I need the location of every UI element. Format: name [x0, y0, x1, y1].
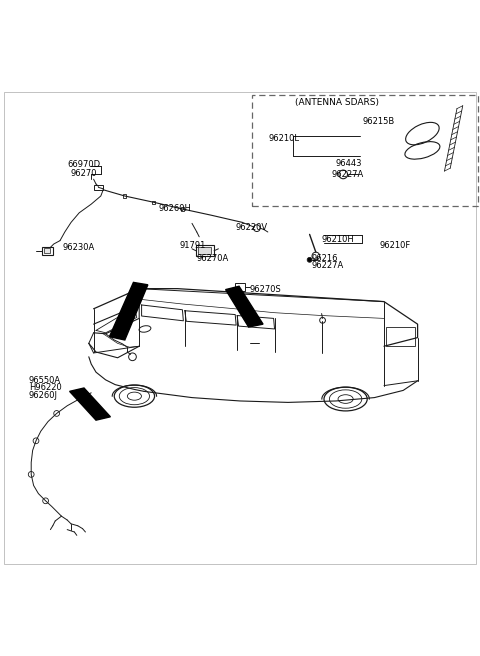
Bar [386, 327, 415, 346]
Text: 96270: 96270 [71, 169, 97, 178]
Text: 96260J: 96260J [29, 391, 58, 400]
Text: 96230A: 96230A [62, 243, 95, 252]
Bar [44, 249, 50, 253]
Text: H96220: H96220 [29, 384, 61, 392]
Bar [235, 283, 245, 291]
Polygon shape [226, 286, 263, 327]
Bar [180, 207, 184, 211]
Text: 96270A: 96270A [197, 254, 229, 263]
Bar [94, 185, 103, 190]
Text: 96210F: 96210F [379, 241, 410, 250]
Text: 96550A: 96550A [29, 377, 61, 385]
Text: 96210H: 96210H [322, 235, 354, 243]
Text: 96270S: 96270S [250, 285, 281, 294]
Text: 66970D: 66970D [67, 160, 101, 169]
Text: 91791: 91791 [180, 241, 206, 250]
Text: 96443: 96443 [336, 159, 362, 168]
Text: 96210L: 96210L [269, 134, 300, 143]
Text: (ANTENNA SDARS): (ANTENNA SDARS) [295, 98, 379, 107]
Bar [123, 194, 127, 197]
Text: 96216: 96216 [312, 254, 338, 263]
Circle shape [307, 257, 312, 262]
Bar [42, 247, 53, 255]
Bar [198, 247, 211, 254]
Text: 96227A: 96227A [331, 170, 363, 179]
Text: 96220V: 96220V [235, 222, 267, 232]
Bar [252, 95, 478, 205]
Text: 96227A: 96227A [312, 261, 344, 270]
Bar [196, 245, 214, 256]
Polygon shape [70, 388, 110, 420]
Polygon shape [109, 282, 148, 340]
Text: 96215B: 96215B [362, 117, 395, 126]
Text: 96260H: 96260H [158, 205, 191, 213]
Bar [152, 201, 156, 204]
